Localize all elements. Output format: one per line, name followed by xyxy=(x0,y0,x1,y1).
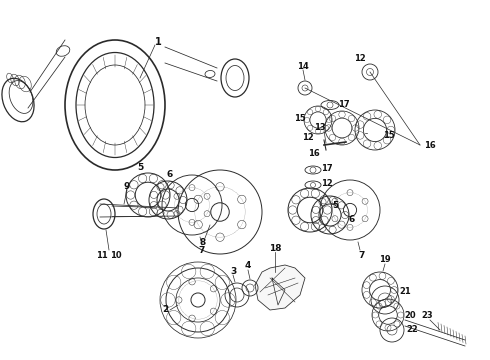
Text: 1: 1 xyxy=(155,37,161,47)
Text: 15: 15 xyxy=(294,113,306,122)
Text: 20: 20 xyxy=(404,310,416,320)
Text: 4: 4 xyxy=(245,261,251,270)
Text: 12: 12 xyxy=(302,132,314,141)
Text: 11: 11 xyxy=(96,251,108,260)
Text: 14: 14 xyxy=(297,62,309,71)
Text: 23: 23 xyxy=(421,311,433,320)
Text: 6: 6 xyxy=(167,170,173,179)
Text: 12: 12 xyxy=(354,54,366,63)
Text: 7: 7 xyxy=(359,251,365,260)
Text: 17: 17 xyxy=(321,163,333,172)
Text: 17: 17 xyxy=(338,99,350,108)
Text: 21: 21 xyxy=(399,288,411,297)
Text: 8: 8 xyxy=(200,238,206,247)
Text: 19: 19 xyxy=(379,256,391,265)
Text: 3: 3 xyxy=(230,266,236,275)
Text: 16: 16 xyxy=(308,149,320,158)
Text: 7: 7 xyxy=(199,246,205,255)
Text: 5: 5 xyxy=(137,162,143,171)
Text: 2: 2 xyxy=(162,306,168,315)
Text: 13: 13 xyxy=(314,122,326,131)
Text: 5: 5 xyxy=(332,201,338,210)
Text: 12: 12 xyxy=(321,179,333,188)
Text: 16: 16 xyxy=(424,140,436,149)
Polygon shape xyxy=(255,265,305,310)
Text: 10: 10 xyxy=(110,251,122,260)
Text: 22: 22 xyxy=(406,325,418,334)
Text: 15: 15 xyxy=(383,131,395,140)
Text: 6: 6 xyxy=(349,215,355,224)
Text: 18: 18 xyxy=(269,243,281,252)
Text: 9: 9 xyxy=(124,181,130,190)
